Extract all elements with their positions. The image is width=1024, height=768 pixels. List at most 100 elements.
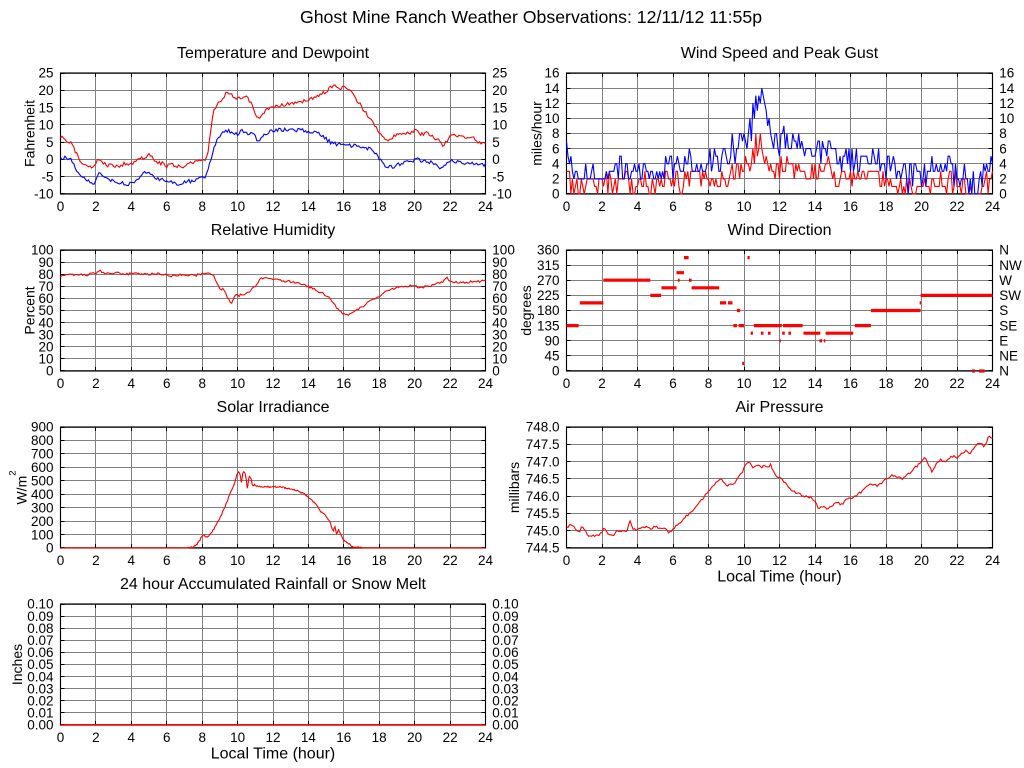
- svg-text:2: 2: [92, 199, 100, 214]
- svg-text:0.04: 0.04: [492, 669, 519, 684]
- svg-text:6: 6: [163, 553, 171, 568]
- svg-text:Percent: Percent: [22, 286, 38, 334]
- svg-text:18: 18: [878, 199, 893, 214]
- svg-text:270: 270: [537, 273, 560, 288]
- svg-text:10: 10: [544, 111, 559, 126]
- svg-text:10: 10: [230, 730, 245, 745]
- svg-text:0.05: 0.05: [27, 657, 53, 672]
- svg-text:25: 25: [492, 66, 507, 81]
- svg-text:6: 6: [669, 553, 677, 568]
- svg-text:100: 100: [31, 527, 54, 542]
- svg-text:Solar Irradiance: Solar Irradiance: [217, 399, 330, 416]
- svg-text:10: 10: [736, 376, 751, 391]
- svg-text:90: 90: [38, 255, 53, 270]
- svg-text:NW: NW: [999, 258, 1022, 273]
- svg-text:0.06: 0.06: [492, 645, 518, 660]
- svg-text:16: 16: [843, 199, 858, 214]
- svg-text:0.02: 0.02: [27, 694, 53, 709]
- svg-text:18: 18: [372, 730, 387, 745]
- svg-text:14: 14: [301, 730, 317, 745]
- svg-text:20: 20: [492, 83, 507, 98]
- svg-text:4: 4: [634, 199, 642, 214]
- svg-text:0.04: 0.04: [27, 669, 54, 684]
- svg-text:747.5: 747.5: [526, 437, 560, 452]
- svg-text:E: E: [999, 333, 1008, 348]
- svg-text:20: 20: [407, 376, 422, 391]
- svg-text:315: 315: [537, 258, 560, 273]
- svg-text:16: 16: [999, 66, 1014, 81]
- svg-text:10: 10: [38, 118, 53, 133]
- svg-text:4: 4: [552, 156, 560, 171]
- svg-text:SE: SE: [999, 318, 1017, 333]
- svg-text:2: 2: [92, 730, 100, 745]
- svg-text:22: 22: [443, 730, 458, 745]
- svg-text:20: 20: [492, 340, 507, 355]
- svg-text:60: 60: [492, 291, 507, 306]
- svg-text:0.09: 0.09: [492, 609, 518, 624]
- svg-text:0: 0: [46, 364, 54, 379]
- svg-text:10: 10: [736, 199, 751, 214]
- svg-text:Local Time (hour): Local Time (hour): [717, 569, 842, 586]
- svg-text:Inches: Inches: [9, 644, 25, 685]
- svg-text:12: 12: [265, 376, 280, 391]
- svg-text:22: 22: [443, 553, 458, 568]
- svg-text:0.06: 0.06: [27, 645, 53, 660]
- svg-text:14: 14: [999, 81, 1015, 96]
- svg-text:Relative Humidity: Relative Humidity: [211, 222, 335, 239]
- svg-text:0.00: 0.00: [492, 718, 518, 733]
- svg-text:24: 24: [985, 199, 1001, 214]
- svg-text:0.01: 0.01: [27, 706, 53, 721]
- svg-text:30: 30: [38, 327, 53, 342]
- svg-text:18: 18: [372, 553, 387, 568]
- svg-text:6: 6: [552, 141, 560, 156]
- svg-text:16: 16: [336, 730, 351, 745]
- svg-text:0.00: 0.00: [27, 718, 53, 733]
- svg-text:-10: -10: [34, 187, 54, 202]
- svg-text:0.09: 0.09: [27, 609, 53, 624]
- svg-text:25: 25: [38, 66, 53, 81]
- svg-text:0: 0: [57, 730, 65, 745]
- svg-text:Local Time (hour): Local Time (hour): [211, 746, 336, 763]
- svg-text:0: 0: [492, 364, 500, 379]
- svg-text:4: 4: [128, 730, 136, 745]
- svg-text:600: 600: [31, 460, 54, 475]
- svg-text:-10: -10: [492, 187, 512, 202]
- svg-text:12: 12: [772, 199, 787, 214]
- svg-text:80: 80: [38, 267, 53, 282]
- svg-text:W/m2: W/m2: [8, 470, 30, 504]
- svg-text:12: 12: [265, 730, 280, 745]
- svg-text:Fahrenheit: Fahrenheit: [22, 100, 38, 167]
- svg-text:0: 0: [563, 199, 571, 214]
- svg-text:12: 12: [544, 96, 559, 111]
- svg-text:24: 24: [985, 376, 1001, 391]
- svg-text:14: 14: [301, 553, 317, 568]
- svg-text:746.5: 746.5: [526, 472, 560, 487]
- svg-text:0: 0: [57, 376, 65, 391]
- svg-text:745.0: 745.0: [526, 523, 560, 538]
- svg-text:8: 8: [705, 553, 713, 568]
- svg-text:5: 5: [46, 135, 54, 150]
- svg-text:SW: SW: [999, 288, 1021, 303]
- svg-text:747.0: 747.0: [526, 454, 560, 469]
- svg-text:60: 60: [38, 291, 53, 306]
- svg-text:0: 0: [46, 541, 54, 556]
- svg-text:20: 20: [407, 553, 422, 568]
- svg-text:24: 24: [478, 553, 494, 568]
- svg-text:24: 24: [478, 199, 494, 214]
- svg-text:12: 12: [999, 96, 1014, 111]
- svg-text:22: 22: [949, 199, 964, 214]
- svg-text:360: 360: [537, 243, 560, 258]
- svg-text:16: 16: [843, 553, 858, 568]
- svg-text:0.03: 0.03: [492, 681, 518, 696]
- svg-text:0.10: 0.10: [492, 597, 518, 612]
- svg-text:0.08: 0.08: [27, 621, 53, 636]
- svg-text:10: 10: [230, 376, 245, 391]
- svg-text:10: 10: [736, 553, 751, 568]
- svg-text:14: 14: [301, 376, 317, 391]
- svg-text:24: 24: [478, 376, 494, 391]
- svg-text:6: 6: [669, 199, 677, 214]
- svg-text:0.03: 0.03: [27, 681, 53, 696]
- svg-text:10: 10: [230, 553, 245, 568]
- svg-text:100: 100: [492, 243, 515, 258]
- svg-text:300: 300: [31, 500, 54, 515]
